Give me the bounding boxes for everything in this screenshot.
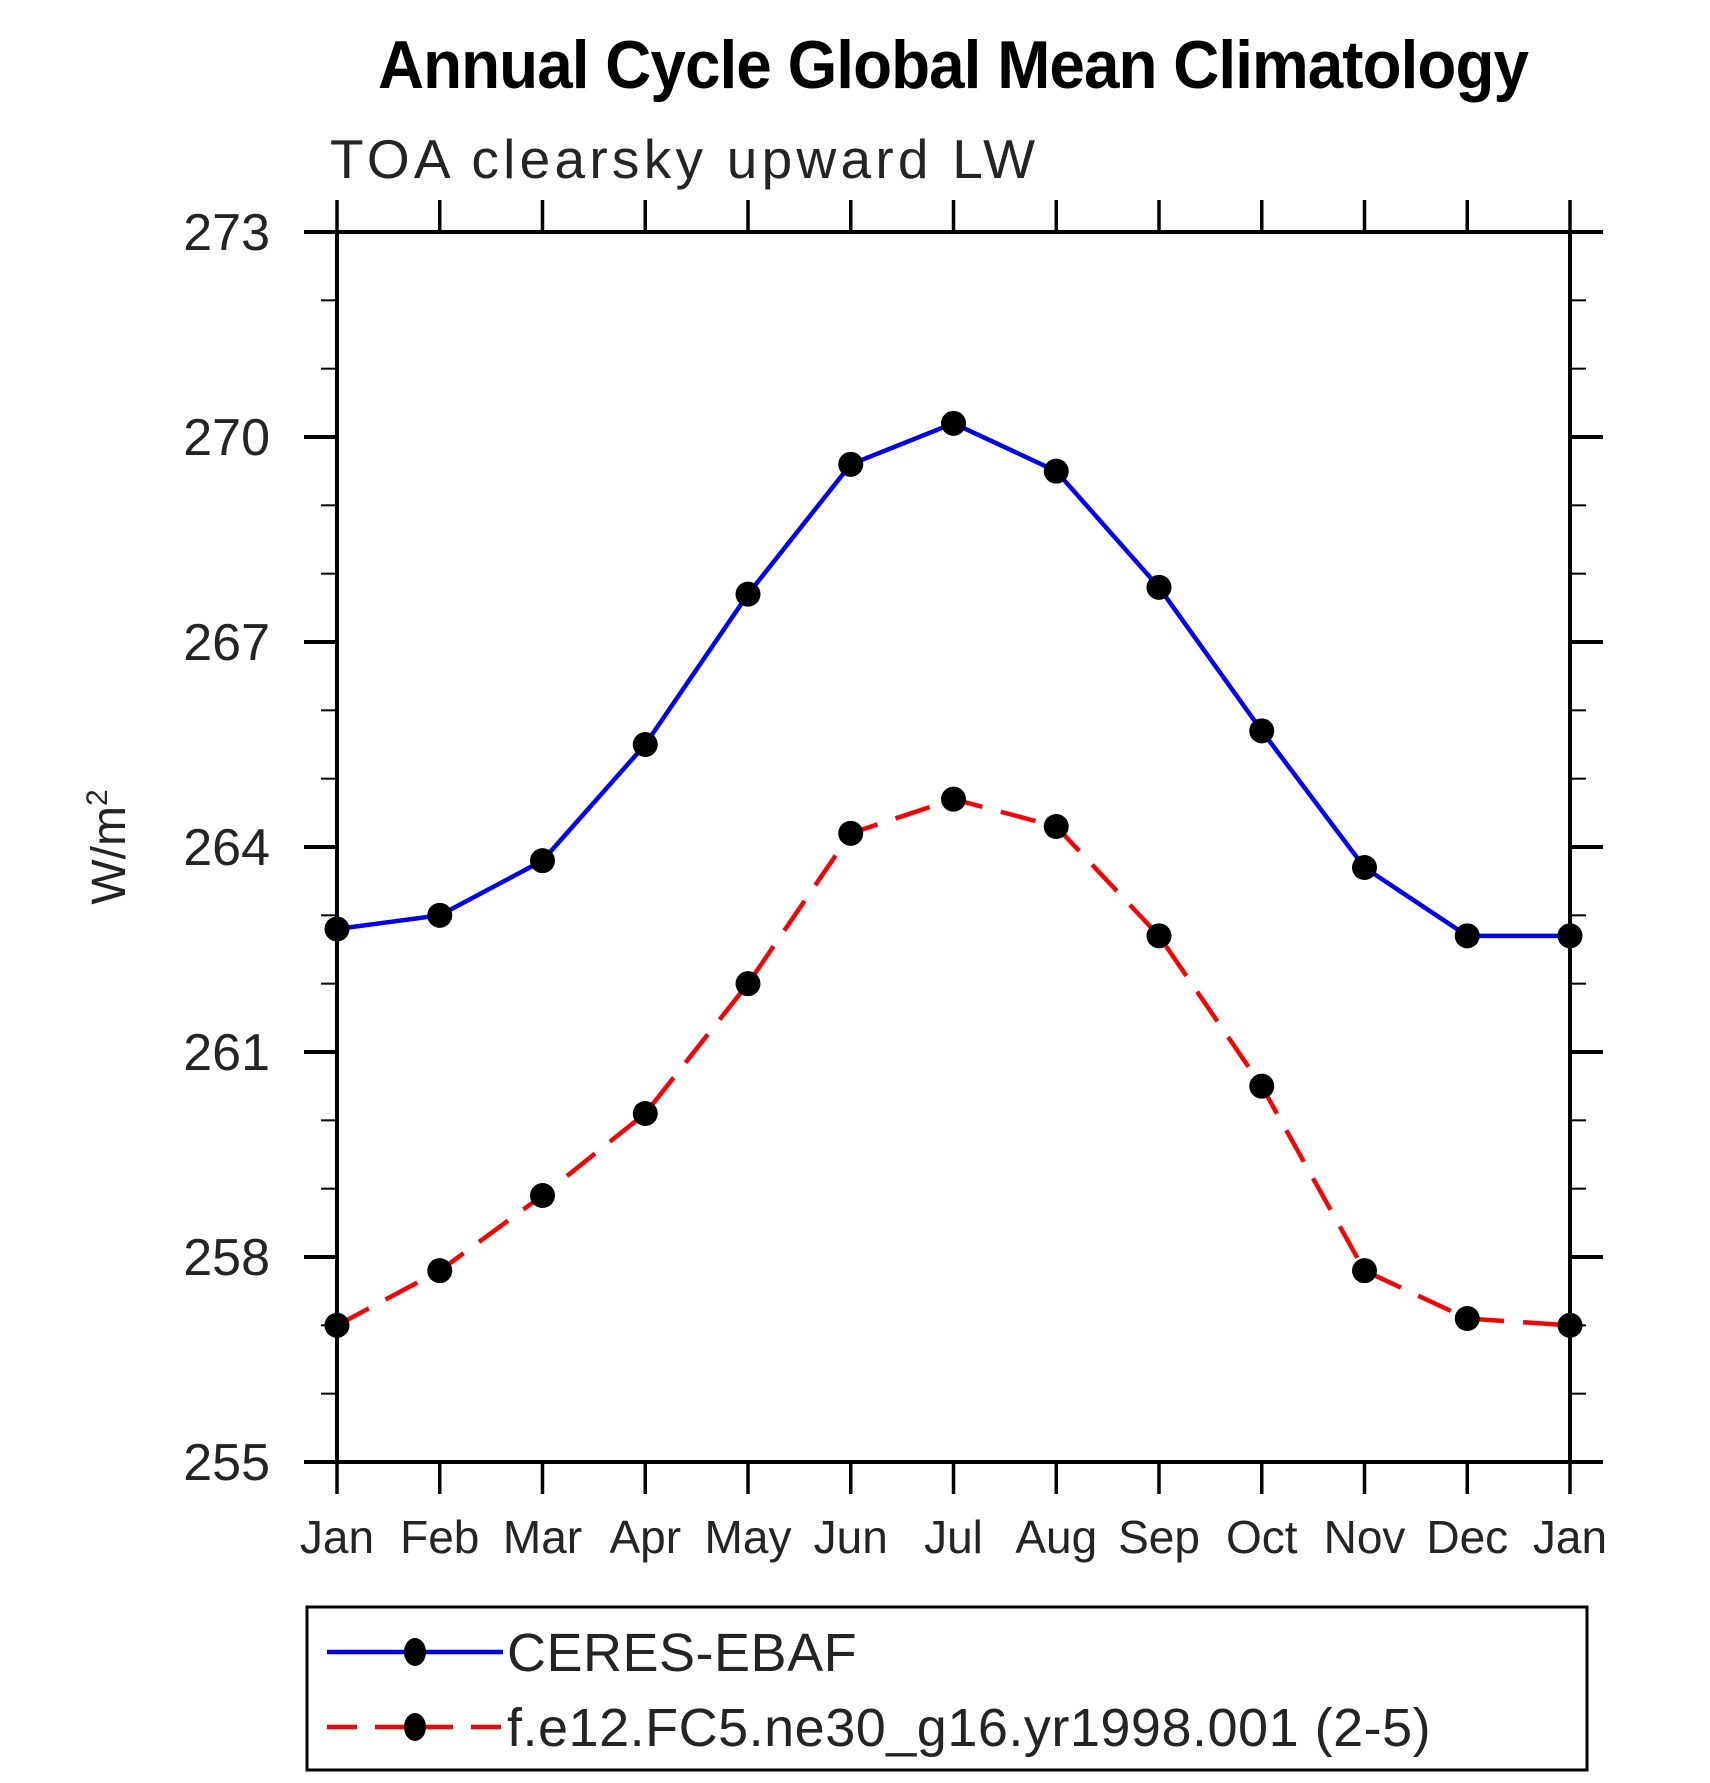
- legend-marker: [404, 1713, 426, 1741]
- x-tick-label: Mar: [503, 1511, 582, 1563]
- data-point-marker: [530, 1183, 555, 1208]
- x-tick-label: May: [705, 1511, 792, 1563]
- data-point-marker: [427, 902, 453, 928]
- data-point-marker: [735, 971, 761, 997]
- y-tick-label: 261: [183, 1024, 270, 1082]
- y-tick-labels: 255 258 261 264 267 270 273: [183, 204, 270, 1492]
- legend-label: CERES-EBAF: [507, 1623, 857, 1683]
- x-tick-label: Jul: [924, 1511, 983, 1563]
- chart-title: Annual Cycle Global Mean Climatology: [378, 27, 1529, 103]
- y-axis-title: W/m2: [81, 789, 136, 904]
- data-point-marker: [941, 410, 966, 436]
- data-point-marker: [1352, 855, 1377, 880]
- legend: CERES-EBAF f.e12.FC5.ne30_g16.yr1998.001…: [305, 1605, 1589, 1772]
- data-point-marker: [1454, 923, 1480, 949]
- data-point-marker: [324, 1312, 350, 1338]
- x-tick-label: Aug: [1015, 1511, 1097, 1563]
- data-point-marker: [427, 1258, 453, 1284]
- data-point-marker: [530, 848, 555, 874]
- y-tick-label: 258: [183, 1229, 270, 1287]
- legend-box: [305, 1605, 1589, 1772]
- data-point-marker: [1454, 1306, 1480, 1331]
- x-tick-label: Nov: [1324, 1511, 1406, 1563]
- series-line: [336, 420, 1570, 939]
- x-tick-label: Jan: [300, 1511, 374, 1563]
- y-tick-label: 267: [183, 614, 270, 672]
- y-tick-label: 264: [183, 819, 270, 877]
- legend-marker: [404, 1638, 426, 1666]
- chart-subtitle: TOA clearsky upward LW: [330, 128, 1035, 190]
- data-point-marker: [838, 820, 864, 846]
- data-point-marker: [632, 732, 658, 757]
- data-point-marker: [1043, 814, 1069, 839]
- data-point-marker: [1146, 574, 1172, 600]
- data-point-marker: [1043, 458, 1069, 484]
- data-point-marker: [632, 1101, 658, 1126]
- data-point-marker: [838, 451, 864, 477]
- data-point-marker: [1249, 1073, 1275, 1099]
- x-tick-label: Dec: [1426, 1511, 1508, 1563]
- x-tick-label: Jun: [814, 1511, 888, 1563]
- y-tick-label: 270: [183, 409, 270, 467]
- x-tick-label: Jan: [1533, 1511, 1607, 1563]
- data-point-marker: [1557, 923, 1583, 949]
- y-axis-title-exponent: 2: [81, 789, 114, 806]
- x-tick-labels: Jan Feb Mar Apr May Jun Jul Aug Sep Oct Nov Dec Jan: [300, 1511, 1607, 1563]
- data-point-marker: [941, 786, 966, 812]
- data-point-marker: [735, 581, 761, 607]
- series-layer: [324, 410, 1583, 1338]
- data-point-marker: [1352, 1258, 1377, 1284]
- data-point-marker: [1249, 718, 1275, 744]
- data-point-marker: [324, 916, 350, 942]
- x-tick-label: Apr: [609, 1511, 681, 1563]
- legend-label: f.e12.FC5.ne30_g16.yr1998.001 (2-5): [507, 1698, 1431, 1758]
- y-tick-label: 255: [183, 1434, 270, 1492]
- series-line: [335, 796, 1571, 1328]
- y-tick-label: 273: [183, 204, 270, 262]
- y-axis-title-base: W/m: [83, 806, 136, 905]
- data-point-marker: [1557, 1312, 1583, 1338]
- axes: [304, 200, 1603, 1494]
- x-tick-label: Oct: [1226, 1511, 1298, 1563]
- data-point-marker: [1146, 923, 1172, 949]
- x-tick-label: Sep: [1118, 1511, 1200, 1563]
- x-tick-label: Feb: [400, 1511, 479, 1563]
